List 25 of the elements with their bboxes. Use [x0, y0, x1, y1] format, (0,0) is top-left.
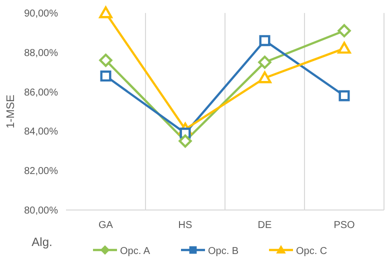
- point: [99, 6, 112, 18]
- point: [338, 24, 351, 38]
- legend-label: Opc. A: [120, 246, 150, 257]
- point: [99, 54, 112, 67]
- point: [338, 90, 350, 102]
- x-tick-label: PSO: [334, 220, 356, 231]
- point: [258, 71, 272, 84]
- point: [259, 35, 270, 46]
- x-tick-label: HS: [178, 220, 193, 231]
- y-tick-label: 82,00%: [24, 166, 58, 178]
- x-axis-title: Alg.: [32, 235, 52, 249]
- y-tick-label: 90,00%: [24, 8, 58, 20]
- x-tick-label: GA: [98, 220, 114, 231]
- point: [258, 56, 272, 69]
- y-axis-title: 1-MSE: [5, 94, 17, 128]
- point: [100, 70, 112, 82]
- y-tick-label: 80,00%: [24, 206, 58, 216]
- y-tick-label: 86,00%: [24, 87, 58, 98]
- x-tick-label: DE: [258, 220, 272, 231]
- y-tick-label: 88,00%: [24, 48, 58, 59]
- point: [338, 42, 351, 54]
- legend-label: Opc. B: [208, 246, 239, 257]
- point: [178, 134, 192, 148]
- legend-label: Opc. C: [296, 246, 328, 257]
- y-tick-label: 84,00%: [24, 126, 58, 138]
